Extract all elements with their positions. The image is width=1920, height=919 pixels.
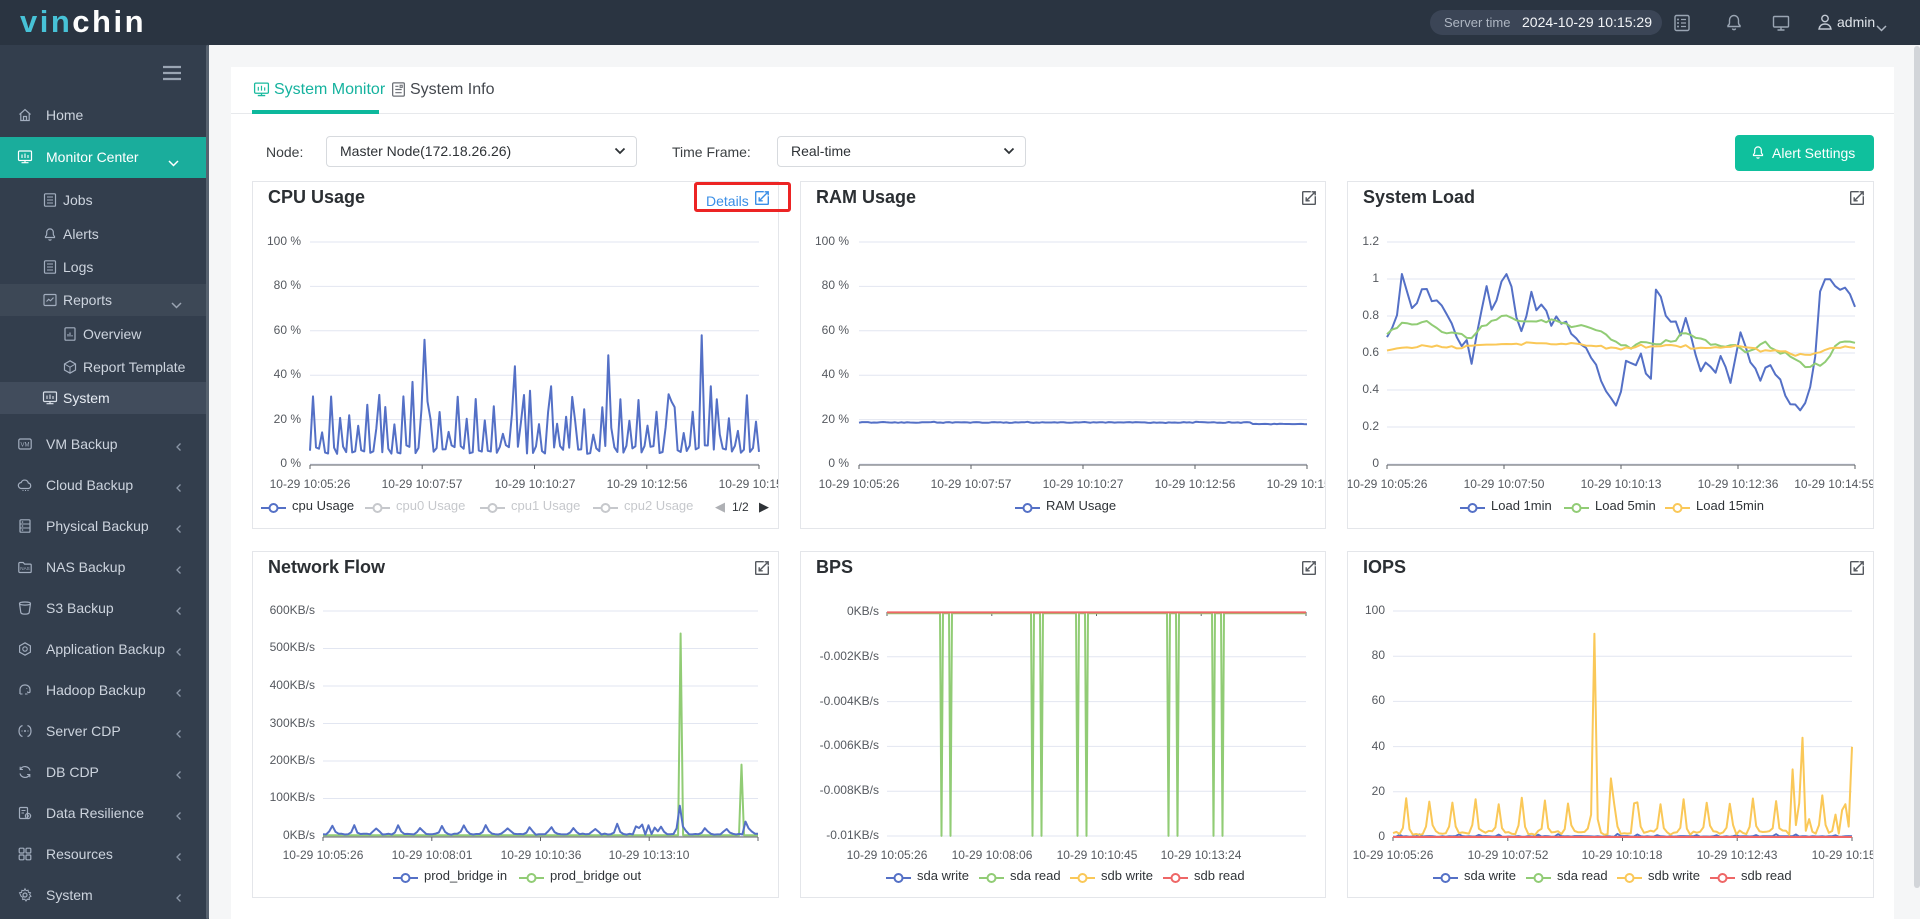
svg-text:VM: VM	[21, 443, 30, 449]
svg-text:NAS: NAS	[20, 566, 29, 571]
